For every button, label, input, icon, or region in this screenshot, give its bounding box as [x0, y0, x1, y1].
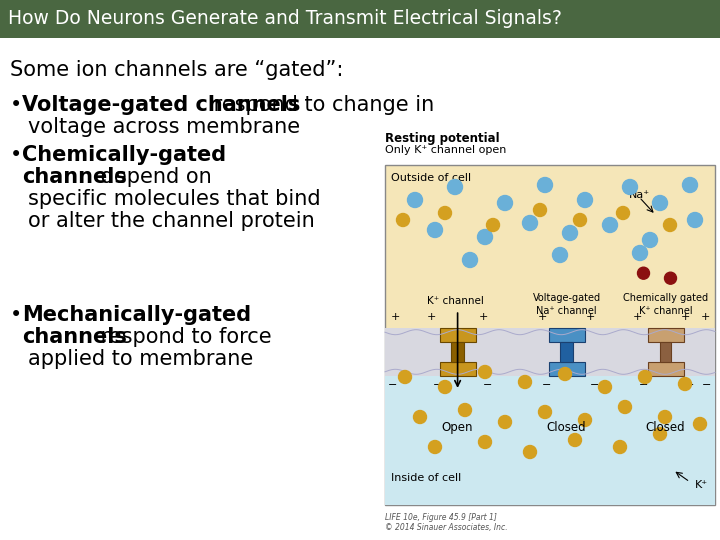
Text: Mechanically-gated: Mechanically-gated: [22, 305, 251, 325]
Bar: [647, 362, 683, 376]
Bar: [660, 341, 671, 362]
Text: Chemically gated
K⁺ channel: Chemically gated K⁺ channel: [623, 293, 708, 315]
Text: Open: Open: [442, 421, 473, 434]
Circle shape: [523, 215, 538, 231]
Bar: [451, 342, 464, 361]
Bar: [549, 361, 585, 376]
Bar: [549, 328, 585, 342]
Circle shape: [398, 370, 412, 383]
Circle shape: [659, 410, 672, 423]
Text: Some ion channels are “gated”:: Some ion channels are “gated”:: [10, 60, 343, 80]
Bar: [385, 352, 715, 505]
Text: applied to membrane: applied to membrane: [28, 349, 253, 369]
Text: Voltage-gated
Na⁺ channel: Voltage-gated Na⁺ channel: [532, 293, 600, 315]
Text: Closed: Closed: [646, 421, 685, 434]
Text: specific molecules that bind: specific molecules that bind: [28, 189, 320, 209]
Bar: [385, 165, 715, 505]
Text: K⁺ channel: K⁺ channel: [427, 296, 484, 306]
Circle shape: [574, 213, 587, 226]
Circle shape: [448, 179, 462, 194]
Circle shape: [639, 370, 652, 383]
Text: +: +: [701, 312, 710, 322]
Bar: [440, 328, 476, 342]
Circle shape: [654, 428, 667, 441]
Circle shape: [683, 178, 698, 192]
Circle shape: [678, 377, 691, 390]
Text: depend on: depend on: [94, 167, 212, 187]
Circle shape: [623, 179, 637, 194]
Text: Na⁺: Na⁺: [629, 190, 650, 200]
Text: respond to change in: respond to change in: [207, 95, 434, 115]
Text: •: •: [10, 95, 22, 115]
Circle shape: [538, 178, 552, 192]
Circle shape: [552, 247, 567, 262]
Circle shape: [518, 375, 531, 388]
Circle shape: [523, 446, 536, 458]
Bar: [647, 328, 683, 341]
Text: Inside of cell: Inside of cell: [391, 473, 462, 483]
Text: +: +: [681, 312, 690, 322]
Text: +: +: [633, 312, 642, 322]
Text: −: −: [639, 380, 648, 390]
Circle shape: [462, 253, 477, 267]
Circle shape: [539, 406, 552, 419]
Text: −: −: [433, 380, 442, 390]
Text: +: +: [390, 312, 400, 322]
Circle shape: [603, 218, 618, 233]
Text: channels: channels: [22, 167, 127, 187]
Circle shape: [438, 381, 451, 394]
Circle shape: [438, 206, 451, 219]
Circle shape: [616, 206, 629, 219]
Text: +: +: [427, 312, 436, 322]
Circle shape: [397, 213, 410, 226]
Circle shape: [637, 267, 649, 279]
Circle shape: [632, 246, 647, 260]
Circle shape: [618, 401, 631, 414]
Bar: [385, 328, 715, 376]
Circle shape: [613, 441, 626, 454]
Text: •: •: [10, 305, 22, 325]
Circle shape: [477, 230, 492, 245]
Text: −: −: [590, 380, 599, 390]
Circle shape: [408, 192, 423, 207]
Text: or alter the channel protein: or alter the channel protein: [28, 211, 315, 231]
Text: −: −: [685, 380, 694, 390]
Text: respond to force: respond to force: [94, 327, 271, 347]
Text: −: −: [388, 380, 397, 390]
Text: −: −: [483, 380, 492, 390]
Text: LIFE 10e, Figure 45.9 [Part 1]
© 2014 Sinauer Associates, Inc.: LIFE 10e, Figure 45.9 [Part 1] © 2014 Si…: [385, 513, 508, 532]
Text: Outside of cell: Outside of cell: [391, 173, 471, 183]
Circle shape: [693, 417, 706, 430]
Text: Voltage-gated channels: Voltage-gated channels: [22, 95, 300, 115]
Circle shape: [559, 368, 572, 381]
Text: −: −: [702, 380, 711, 390]
Circle shape: [479, 435, 492, 449]
Circle shape: [459, 403, 472, 416]
Bar: [440, 361, 476, 376]
Circle shape: [562, 226, 577, 240]
Text: voltage across membrane: voltage across membrane: [28, 117, 300, 137]
Text: −: −: [542, 380, 552, 390]
Circle shape: [598, 381, 611, 394]
Text: Resting potential: Resting potential: [385, 132, 500, 145]
Circle shape: [534, 204, 546, 217]
Circle shape: [428, 441, 441, 454]
Text: •: •: [10, 145, 22, 165]
Circle shape: [479, 366, 492, 379]
Text: How Do Neurons Generate and Transmit Electrical Signals?: How Do Neurons Generate and Transmit Ele…: [8, 10, 562, 29]
Circle shape: [652, 195, 667, 211]
Text: +: +: [479, 312, 488, 322]
Circle shape: [413, 410, 426, 423]
Circle shape: [664, 219, 677, 232]
Text: channels: channels: [22, 327, 127, 347]
Circle shape: [642, 233, 657, 247]
Circle shape: [498, 415, 511, 429]
Text: Closed: Closed: [546, 421, 586, 434]
Bar: [560, 342, 573, 361]
Circle shape: [577, 192, 593, 207]
Circle shape: [688, 213, 703, 227]
Bar: [0, 0, 720, 38]
Circle shape: [428, 222, 443, 238]
Text: +: +: [538, 312, 547, 322]
Text: Chemically-gated: Chemically-gated: [22, 145, 226, 165]
